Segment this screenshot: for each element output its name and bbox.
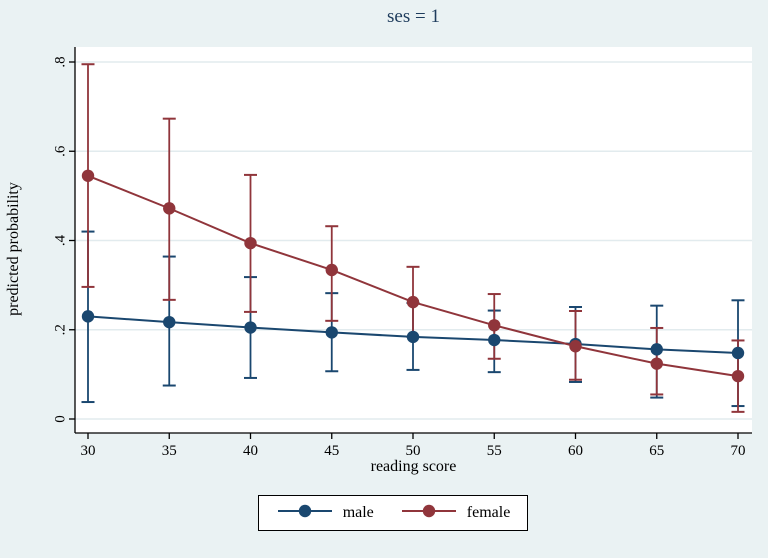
- y-tick-label: 0: [52, 415, 68, 423]
- data-point-marker-male: [244, 321, 257, 334]
- data-point-marker-male: [325, 326, 338, 339]
- x-tick-label: 55: [487, 443, 502, 459]
- legend: male female: [258, 495, 528, 531]
- data-point-marker-female: [406, 295, 420, 309]
- x-tick-label: 45: [324, 443, 339, 459]
- x-tick-label: 40: [243, 443, 258, 459]
- data-point-marker-male: [81, 310, 95, 323]
- legend-item-female: female: [400, 503, 511, 524]
- y-axis-title: predicted probability: [5, 182, 22, 316]
- y-tick-label: .8: [52, 56, 68, 67]
- legend-item-male: male: [276, 503, 374, 524]
- data-point-marker-male: [163, 315, 176, 329]
- data-point-marker-male: [731, 346, 745, 360]
- x-tick-label: 60: [568, 443, 583, 459]
- x-tick-label: 35: [162, 443, 177, 459]
- y-tick-label: .4: [52, 234, 68, 246]
- y-tick-label: .6: [52, 145, 68, 157]
- data-point-marker-female: [488, 319, 501, 332]
- data-point-marker-female: [244, 236, 257, 250]
- data-point-marker-female: [163, 202, 176, 215]
- data-point-marker-male: [488, 333, 501, 347]
- data-point-marker-female: [650, 357, 663, 370]
- chart-title: ses = 1: [387, 6, 440, 27]
- x-tick-label: 65: [649, 443, 664, 459]
- legend-label-female: female: [466, 504, 511, 521]
- x-axis-title: reading score: [370, 458, 457, 475]
- data-point-marker-female: [81, 169, 95, 182]
- data-point-marker-male: [650, 343, 663, 356]
- legend-label-male: male: [342, 504, 374, 521]
- data-point-marker-male: [406, 330, 420, 344]
- data-point-marker-female: [325, 263, 338, 277]
- x-tick-label: 30: [81, 443, 96, 459]
- x-tick-label: 50: [406, 443, 421, 459]
- female-line-marker-icon: [400, 503, 458, 524]
- y-tick-label: .2: [52, 324, 68, 335]
- data-point-marker-female: [569, 340, 582, 353]
- data-point-marker-female: [731, 369, 745, 383]
- male-line-marker-icon: [276, 503, 334, 524]
- x-tick-label: 70: [731, 443, 746, 459]
